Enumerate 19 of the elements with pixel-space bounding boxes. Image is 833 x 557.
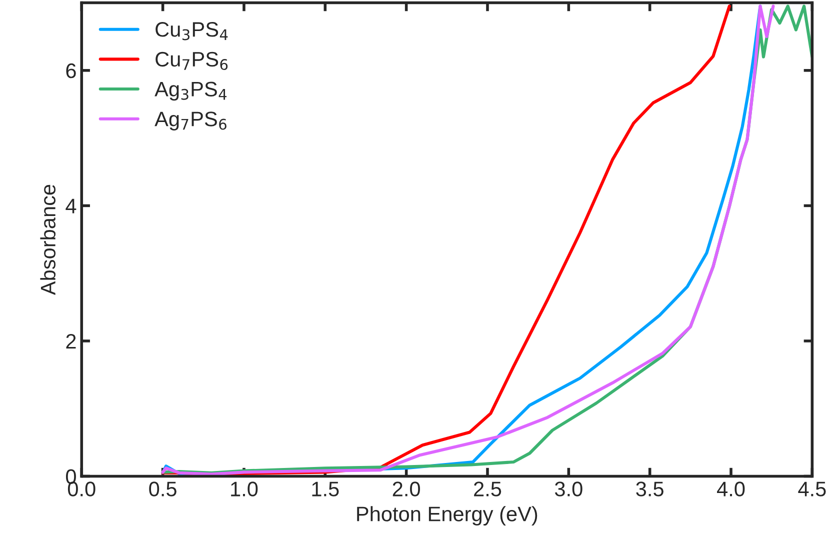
x-tick-label: 1.5 [312, 482, 339, 496]
x-axis-title: Photon Energy (eV) [357, 506, 538, 526]
legend-label: Cu$_{3}$PS$_{4}$ [156, 22, 228, 40]
x-tick-label: 4.0 [717, 482, 745, 496]
y-tick-label: 6 [66, 63, 76, 78]
legend-label: Ag$_{3}$PS$_{4}$ [154, 82, 227, 101]
y-tick-label: 2 [66, 334, 76, 349]
x-tick-label: 4.5 [798, 482, 826, 496]
legend-label: Cu$_{7}$PS$_{6}$ [156, 52, 228, 70]
x-tick-label: 0.5 [149, 482, 176, 496]
x-tick-label: 2.5 [474, 482, 502, 496]
x-tick-label: 3.0 [554, 482, 582, 496]
x-tick-label: 0.0 [68, 482, 96, 496]
x-tick-label: 1.0 [231, 482, 258, 496]
y-tick-label: 4 [66, 198, 76, 214]
legend-label: Ag$_{7}$PS$_{6}$ [154, 112, 226, 130]
x-tick-label: 2.0 [392, 482, 420, 496]
y-axis-title: Absorbance [40, 184, 56, 296]
x-tick-label: 3.5 [636, 482, 664, 496]
